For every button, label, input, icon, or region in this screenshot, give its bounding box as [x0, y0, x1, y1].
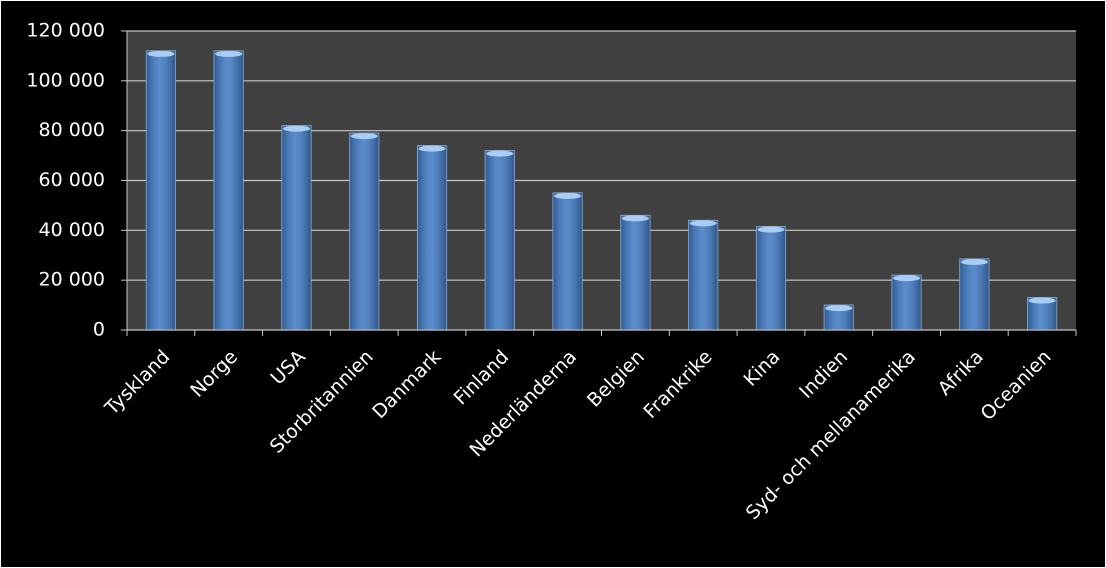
y-tick-label: 60 000: [39, 169, 105, 191]
bar-cap: [689, 220, 717, 227]
bar-shine: [349, 133, 379, 330]
bar-cap: [350, 133, 378, 140]
bar-cap: [960, 258, 988, 265]
bar-shine: [553, 192, 583, 330]
y-tick-label: 0: [93, 319, 105, 341]
bar-cap: [486, 150, 514, 157]
bar-cap: [1028, 297, 1056, 304]
bar-cap: [825, 305, 853, 312]
bar-shine: [891, 275, 922, 330]
bar-shine: [214, 50, 244, 330]
y-tick-label: 40 000: [39, 219, 105, 241]
bar-cap: [621, 215, 649, 222]
bar-cap: [147, 50, 175, 57]
bar-shine: [620, 215, 650, 330]
bar-cap: [757, 226, 785, 233]
bar-shine: [417, 145, 447, 330]
bar-cap: [282, 125, 311, 132]
y-tick-label: 20 000: [39, 269, 105, 291]
bar-shine: [146, 50, 176, 330]
bar-cap: [215, 50, 243, 57]
y-tick-label: 80 000: [39, 119, 105, 141]
bar-shine: [485, 150, 515, 330]
bar-shine: [281, 125, 312, 330]
bar-cap: [418, 145, 446, 152]
bar-cap: [554, 192, 582, 199]
y-tick-label: 100 000: [26, 69, 105, 91]
y-tick-label: 120 000: [26, 20, 105, 42]
bar-shine: [756, 226, 786, 330]
bar-shine: [959, 258, 989, 330]
bar-shine: [688, 220, 718, 330]
bar-cap: [892, 275, 921, 282]
